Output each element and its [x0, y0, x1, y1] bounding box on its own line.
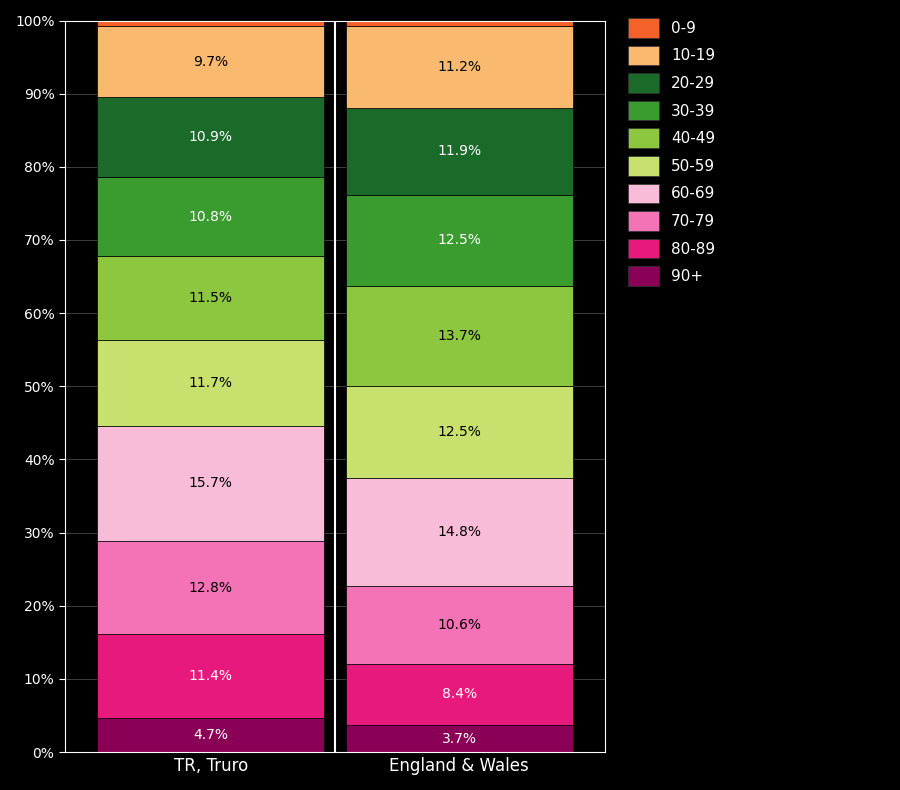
- Bar: [346, 664, 572, 725]
- Bar: [97, 718, 324, 752]
- Bar: [346, 194, 572, 286]
- Text: 11.9%: 11.9%: [437, 144, 482, 158]
- Text: 3.7%: 3.7%: [442, 732, 477, 746]
- Bar: [346, 25, 572, 107]
- Bar: [97, 634, 324, 718]
- Bar: [346, 107, 572, 194]
- Text: 11.2%: 11.2%: [437, 59, 482, 73]
- Bar: [97, 177, 324, 256]
- Text: 10.9%: 10.9%: [189, 130, 233, 145]
- Text: 12.5%: 12.5%: [437, 233, 482, 247]
- Text: 10.6%: 10.6%: [437, 618, 482, 632]
- Bar: [97, 340, 324, 426]
- Bar: [97, 21, 324, 26]
- Text: 4.7%: 4.7%: [194, 728, 229, 742]
- Bar: [346, 478, 572, 586]
- Bar: [346, 386, 572, 478]
- Bar: [346, 586, 572, 664]
- Text: 11.5%: 11.5%: [189, 292, 233, 305]
- Bar: [97, 97, 324, 177]
- Text: 12.8%: 12.8%: [189, 581, 233, 595]
- Text: 8.4%: 8.4%: [442, 687, 477, 702]
- Text: 9.7%: 9.7%: [194, 55, 229, 69]
- Bar: [97, 26, 324, 97]
- Bar: [97, 426, 324, 540]
- Bar: [346, 21, 572, 25]
- Bar: [97, 540, 324, 634]
- Text: 10.8%: 10.8%: [189, 209, 233, 224]
- Text: 15.7%: 15.7%: [189, 476, 233, 491]
- Bar: [346, 286, 572, 386]
- Text: 11.4%: 11.4%: [189, 669, 233, 683]
- Text: 12.5%: 12.5%: [437, 425, 482, 439]
- Text: 14.8%: 14.8%: [437, 525, 482, 539]
- Legend: 0-9, 10-19, 20-29, 30-39, 40-49, 50-59, 60-69, 70-79, 80-89, 90+: 0-9, 10-19, 20-29, 30-39, 40-49, 50-59, …: [624, 13, 720, 291]
- Bar: [346, 725, 572, 752]
- Text: 13.7%: 13.7%: [437, 329, 482, 343]
- Bar: [97, 256, 324, 340]
- Text: 11.7%: 11.7%: [189, 376, 233, 390]
